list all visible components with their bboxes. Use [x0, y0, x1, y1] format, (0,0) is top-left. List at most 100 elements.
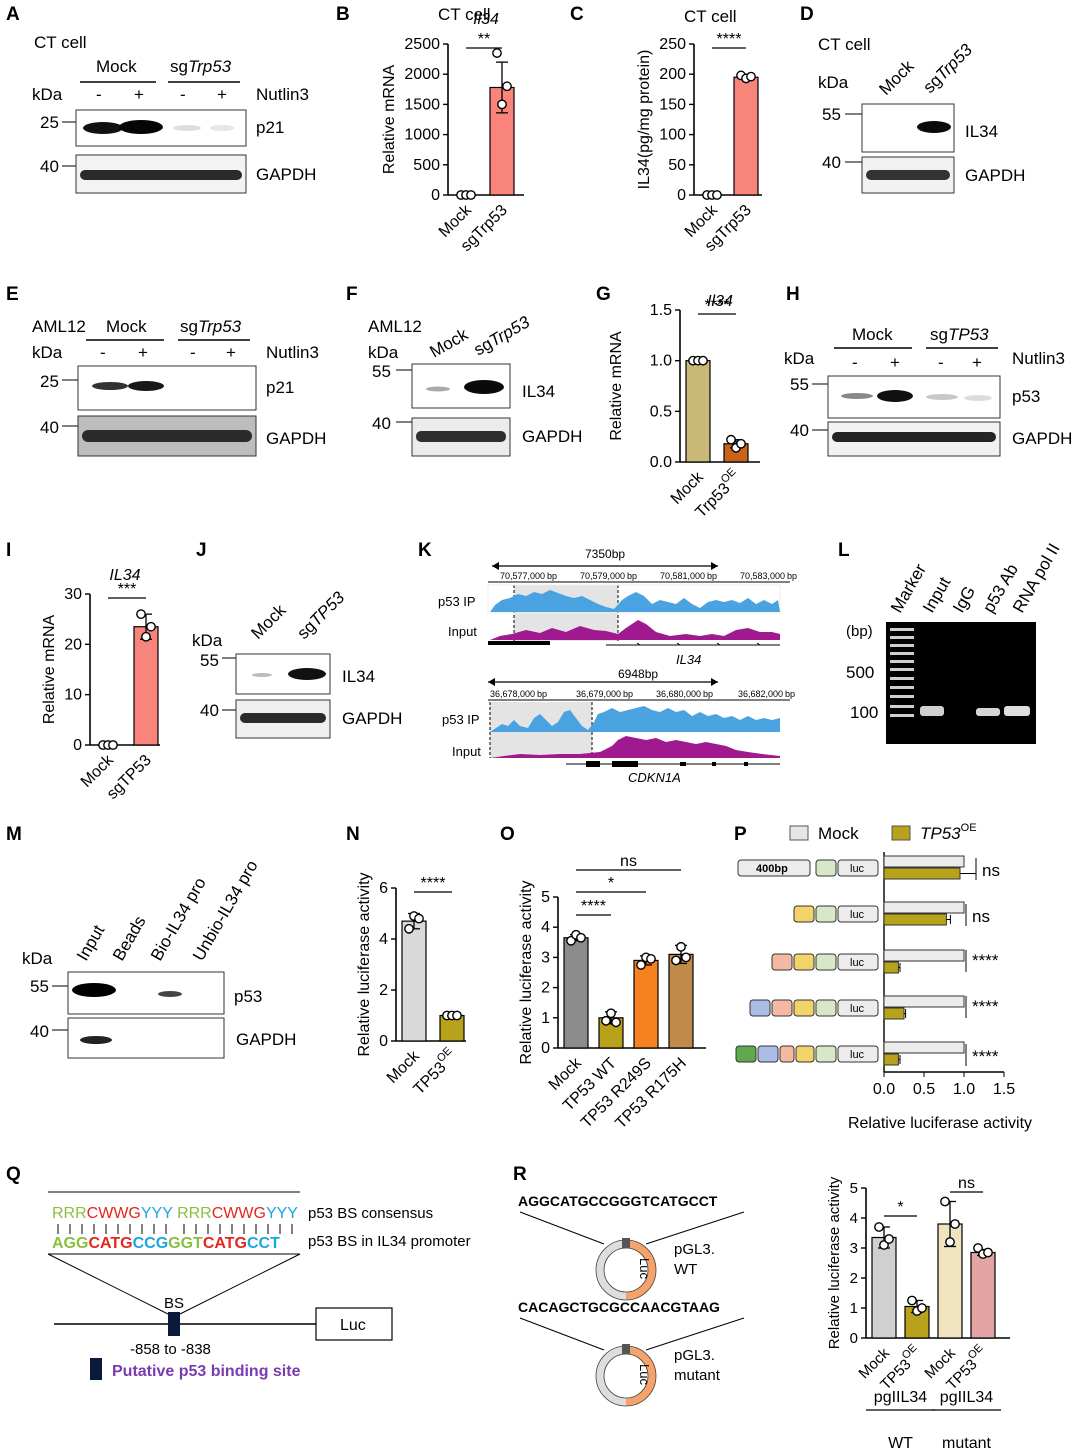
panel-letter-h: H: [786, 284, 800, 305]
y-tick-label: 2: [379, 982, 388, 999]
y-tick-label: 3: [541, 949, 550, 966]
bar: [401, 920, 427, 1042]
y-tick-label: 100: [659, 127, 686, 144]
cell-label: CT cell: [818, 35, 871, 54]
band-label: p21: [266, 378, 294, 397]
sig-label: ****: [972, 951, 999, 970]
sig-label: ****: [972, 997, 999, 1016]
kda-label: kDa: [368, 343, 399, 362]
panel-h-western-blot: Mock sgTP53 kDa - + - + Nutlin3 55 p53 4…: [784, 325, 1072, 457]
span-label: 7350bp: [585, 547, 625, 561]
bar-mock: [883, 995, 965, 1008]
band-label: p53: [234, 987, 262, 1006]
data-point: [611, 1017, 621, 1028]
marker-label: 55: [822, 105, 841, 124]
y-tick-label: 0: [431, 187, 440, 204]
coord-unit: bp: [627, 571, 637, 581]
band-label: IL34: [522, 382, 555, 401]
group-label: pgIIL34: [874, 1389, 927, 1406]
data-point: [983, 1247, 993, 1258]
lane-label: sgTrp53: [471, 312, 534, 359]
marker-label: 40: [200, 701, 219, 720]
data-point: [884, 1234, 894, 1244]
y-tick-label: 5: [541, 889, 550, 906]
panel-letter-b: B: [336, 4, 350, 25]
y-axis-label: Relative mRNA: [41, 614, 58, 724]
legend-swatch: [90, 1358, 102, 1380]
bar: [871, 1236, 897, 1339]
sig-label: ****: [972, 1047, 999, 1066]
kda-label: kDa: [818, 73, 849, 92]
data-point: [466, 190, 476, 200]
panel-letter-g: G: [596, 284, 611, 305]
mutant-sequence: CACAGCTGCGCCAACGTAAG: [518, 1299, 720, 1315]
band-label: IL34: [965, 122, 998, 141]
coord-tick: 36,679,000: [576, 689, 621, 699]
data-point: [141, 631, 151, 642]
y-axis-label: Relative luciferase activity: [518, 880, 535, 1064]
panel-l-agarose-gel: Marker Input IgG p53 Ab RNA pol II (bp) …: [846, 540, 1064, 744]
y-tick-label: 3: [850, 1240, 858, 1257]
bar-mock: [883, 949, 965, 962]
data-point: [907, 1295, 917, 1306]
significance-label: ns: [958, 1175, 975, 1192]
bar: [970, 1251, 996, 1339]
legend-label: Putative p53 binding site: [112, 1363, 301, 1380]
y-tick-label: 0: [677, 187, 686, 204]
panel-letter-f: F: [346, 284, 358, 305]
lane-label: sgTrp53: [919, 40, 976, 97]
bar: [563, 937, 589, 1049]
band-label: GAPDH: [342, 709, 402, 728]
lane-sign: -: [96, 85, 102, 104]
marker-label: 40: [40, 418, 59, 437]
y-tick-label: 4: [850, 1210, 858, 1227]
y-tick-label: 250: [659, 36, 686, 53]
marker-label: 100: [850, 703, 878, 722]
data-point: [940, 1196, 950, 1207]
treatment-label: Nutlin3: [266, 343, 319, 362]
construct-length: 400bp: [756, 863, 788, 875]
y-tick-label: 0: [379, 1033, 388, 1050]
coord-tick: 70,577,000: [500, 571, 545, 581]
band-label: GAPDH: [522, 427, 582, 446]
track-input: [490, 736, 780, 758]
lane-label: Beads: [109, 913, 150, 964]
bar-mock: [883, 1041, 965, 1054]
y-tick-label: 0.5: [650, 403, 672, 420]
y-tick-label: 1: [850, 1300, 858, 1317]
bar: [133, 626, 159, 746]
x-tick-label: 1.5: [993, 1081, 1015, 1098]
marker-label: 40: [822, 153, 841, 172]
y-tick-label: 4: [379, 931, 388, 948]
bar-tp53oe: [883, 913, 947, 926]
lane-label: Mock: [875, 56, 918, 99]
group-mock-label: Mock: [96, 57, 137, 76]
lane-label: Input: [73, 922, 108, 964]
kda-label: kDa: [784, 349, 815, 368]
chart-title: Il34: [707, 293, 733, 310]
lane-sign: +: [138, 343, 148, 362]
y-tick-label: 2: [850, 1270, 858, 1287]
track-p53-ip: [490, 590, 780, 612]
lane-label: Mock: [247, 600, 290, 643]
legend-label: Mock: [818, 824, 859, 843]
data-point: [502, 81, 512, 92]
luc-label: luc: [850, 909, 865, 921]
cell-label: CT cell: [34, 33, 87, 52]
panel-k-chip-tracks: 7350bp 70,577,000 70,579,000 70,581,000 …: [438, 547, 797, 785]
group-label: WT: [888, 1435, 913, 1452]
sig-label: ns: [982, 861, 1000, 880]
x-tick-label: 0.5: [913, 1081, 935, 1098]
lane-label: Unbio-IL34 pro: [189, 857, 262, 964]
significance-label: ***: [118, 581, 137, 598]
coord-unit: bp: [703, 689, 713, 699]
bs-label: BS: [164, 1295, 184, 1312]
binding-site-box: [168, 1312, 180, 1336]
group-sg-label: sgTP53: [930, 325, 989, 344]
gene-label: IL34: [676, 652, 701, 667]
coord-unit: bp: [785, 689, 795, 699]
y-tick-label: 1.5: [650, 302, 672, 319]
